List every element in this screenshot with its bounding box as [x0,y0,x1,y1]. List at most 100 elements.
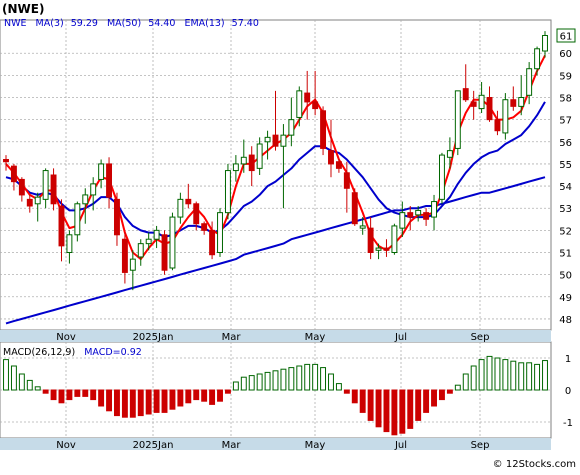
legend-ema13-value: 57.40 [232,18,259,29]
candle-body [478,94,485,110]
candle-body [304,92,311,103]
macd-bar [209,389,216,405]
price-x-tick-label: May [305,332,326,343]
macd-bar [256,373,263,391]
candle-body [224,170,231,214]
chart-title: (NWE) [2,2,44,16]
macd-histogram [3,355,548,436]
price-y-tick-label: 54 [559,182,572,193]
candle-body [248,154,255,172]
candle-body [351,192,358,225]
macd-bar [50,389,57,401]
macd-bar [26,379,33,391]
candle-body [121,238,128,273]
macd-bar [359,389,366,413]
macd-bar [74,389,81,397]
candle-body [3,159,9,163]
candle-body [359,225,366,229]
macd-bar [494,357,501,391]
candle-body [50,174,57,205]
candle-body [462,88,469,101]
candle-body [34,196,41,205]
candle-body [129,258,136,271]
macd-bar [470,365,477,391]
candle-body [74,203,81,236]
macd-bar [502,359,509,391]
macd-bar [320,367,327,391]
macd-bar [272,370,279,391]
macd-bar [383,389,390,433]
macd-bar [462,373,469,391]
macd-bar [438,389,445,401]
candle-body [82,194,89,205]
candle-body [201,223,208,231]
candle-body [470,101,477,107]
macd-bar [280,368,287,391]
price-y-tick-label: 51 [559,249,572,260]
macd-x-tick-label: Jul [394,440,407,451]
candle-body [288,119,295,136]
candle-body [367,227,374,253]
macd-bar [399,389,406,434]
candle-body [209,229,216,256]
candle-body [42,170,49,200]
macd-bar [375,389,382,428]
macd-x-tick-label: May [305,440,326,451]
macd-bar [66,389,73,401]
ma50-line [5,176,546,325]
price-y-tick-label: 53 [559,204,572,215]
candle-body [454,90,461,149]
macd-bar [34,386,41,391]
candle-body [114,198,120,236]
macd-bar [98,389,105,407]
macd-bar [153,389,160,413]
macd-bar [478,359,485,391]
price-y-tick-label: 58 [559,94,572,105]
macd-bar [415,389,422,421]
macd-bar [431,389,437,407]
watermark: © 12Stocks.com [493,459,576,470]
price-x-tick-label: Sep [471,332,490,343]
price-legend: NWE MA(3) 59.29 MA(50) 54.40 EMA(13) 57.… [4,18,259,29]
candle-body [534,48,541,70]
candle-body [185,198,192,205]
candle-body [177,198,184,218]
macd-bar [10,365,17,391]
macd-bar [161,389,168,413]
price-y-tick-label: 59 [559,71,572,82]
macd-value: MACD=0.92 [84,347,142,358]
macd-bar [367,389,374,421]
candle-body [423,212,430,220]
price-y-tick-labels: 48 49 50 51 52 53 54 55 56 57 58 59 60 [559,49,572,326]
macd-bar [518,362,525,391]
candle-body [66,234,73,254]
candle-body [98,163,105,180]
macd-bar [145,389,152,415]
price-y-tick-label: 48 [559,315,572,326]
price-y-tick-label: 49 [559,293,572,304]
price-x-tick-label: Jul [394,332,407,343]
candle-body [312,101,319,110]
macd-bar [510,360,517,391]
ema13-line [5,101,546,238]
candle-body [137,243,144,258]
candle-body [264,136,271,143]
candle-body [58,205,65,247]
price-y-tick-label: 52 [559,226,572,237]
macd-y-tick-labels: 1 0 -1 [563,354,573,429]
macd-x-tick-labels: Nov 2025Jan Mar May Jul Sep [56,440,489,451]
candle-body [407,212,414,218]
macd-bar [240,376,247,391]
macd-bar [177,389,184,407]
candle-body [343,172,350,189]
price-y-tick-label: 55 [559,160,572,171]
macd-y-tick-label: -1 [563,418,573,429]
macd-bar [129,389,136,418]
candle-body [446,150,453,158]
macd-bar [106,389,113,412]
candle-body [383,247,390,251]
legend-ma3-value: 59.29 [71,18,98,29]
macd-y-tick-label: 0 [565,386,571,397]
candle-body [272,134,279,147]
